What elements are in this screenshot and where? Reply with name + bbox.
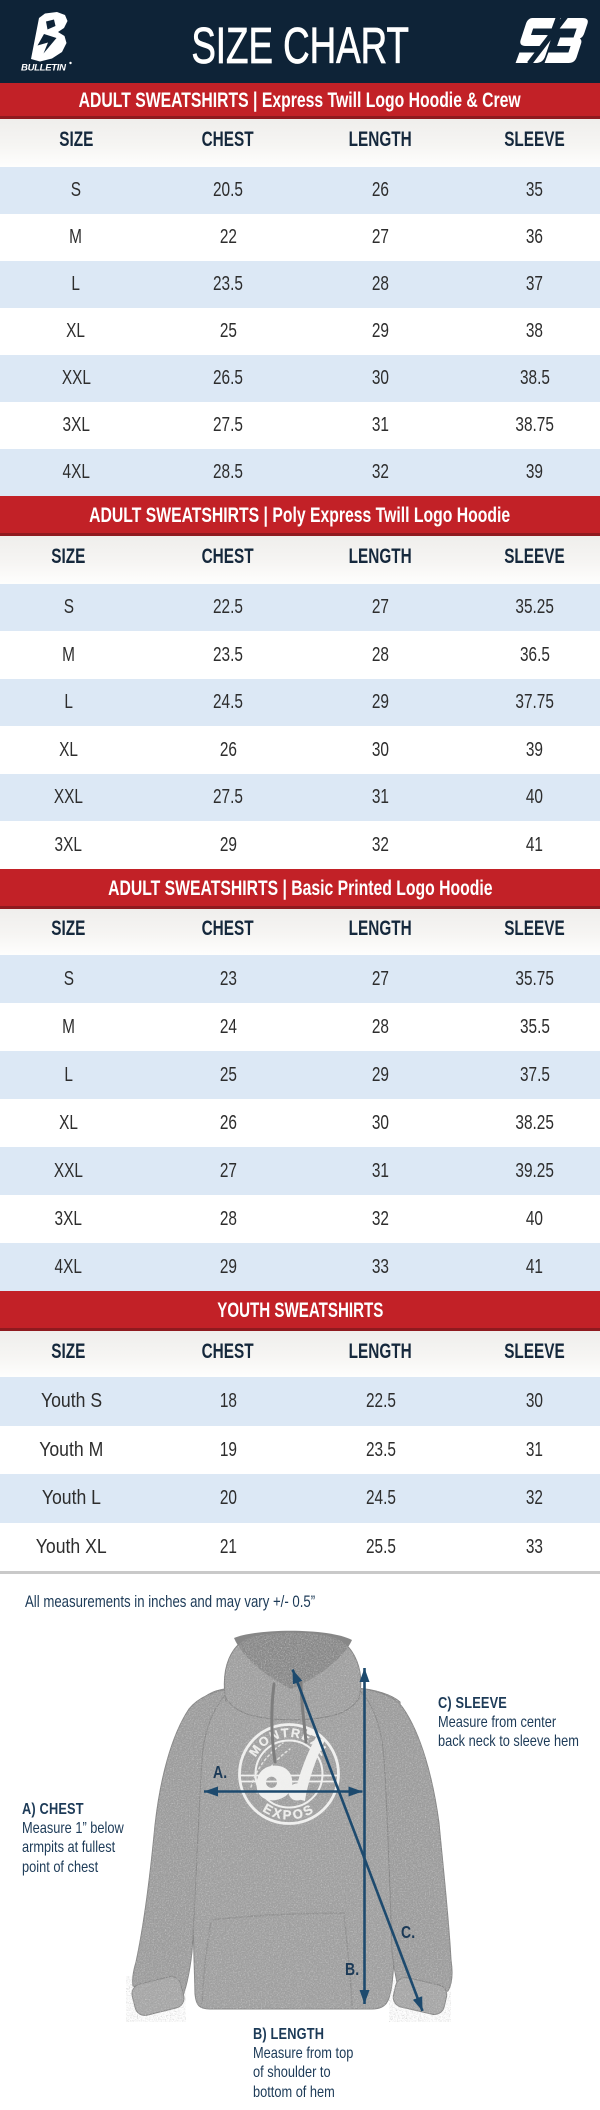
svg-text:BULLETIN: BULLETIN (21, 63, 67, 74)
